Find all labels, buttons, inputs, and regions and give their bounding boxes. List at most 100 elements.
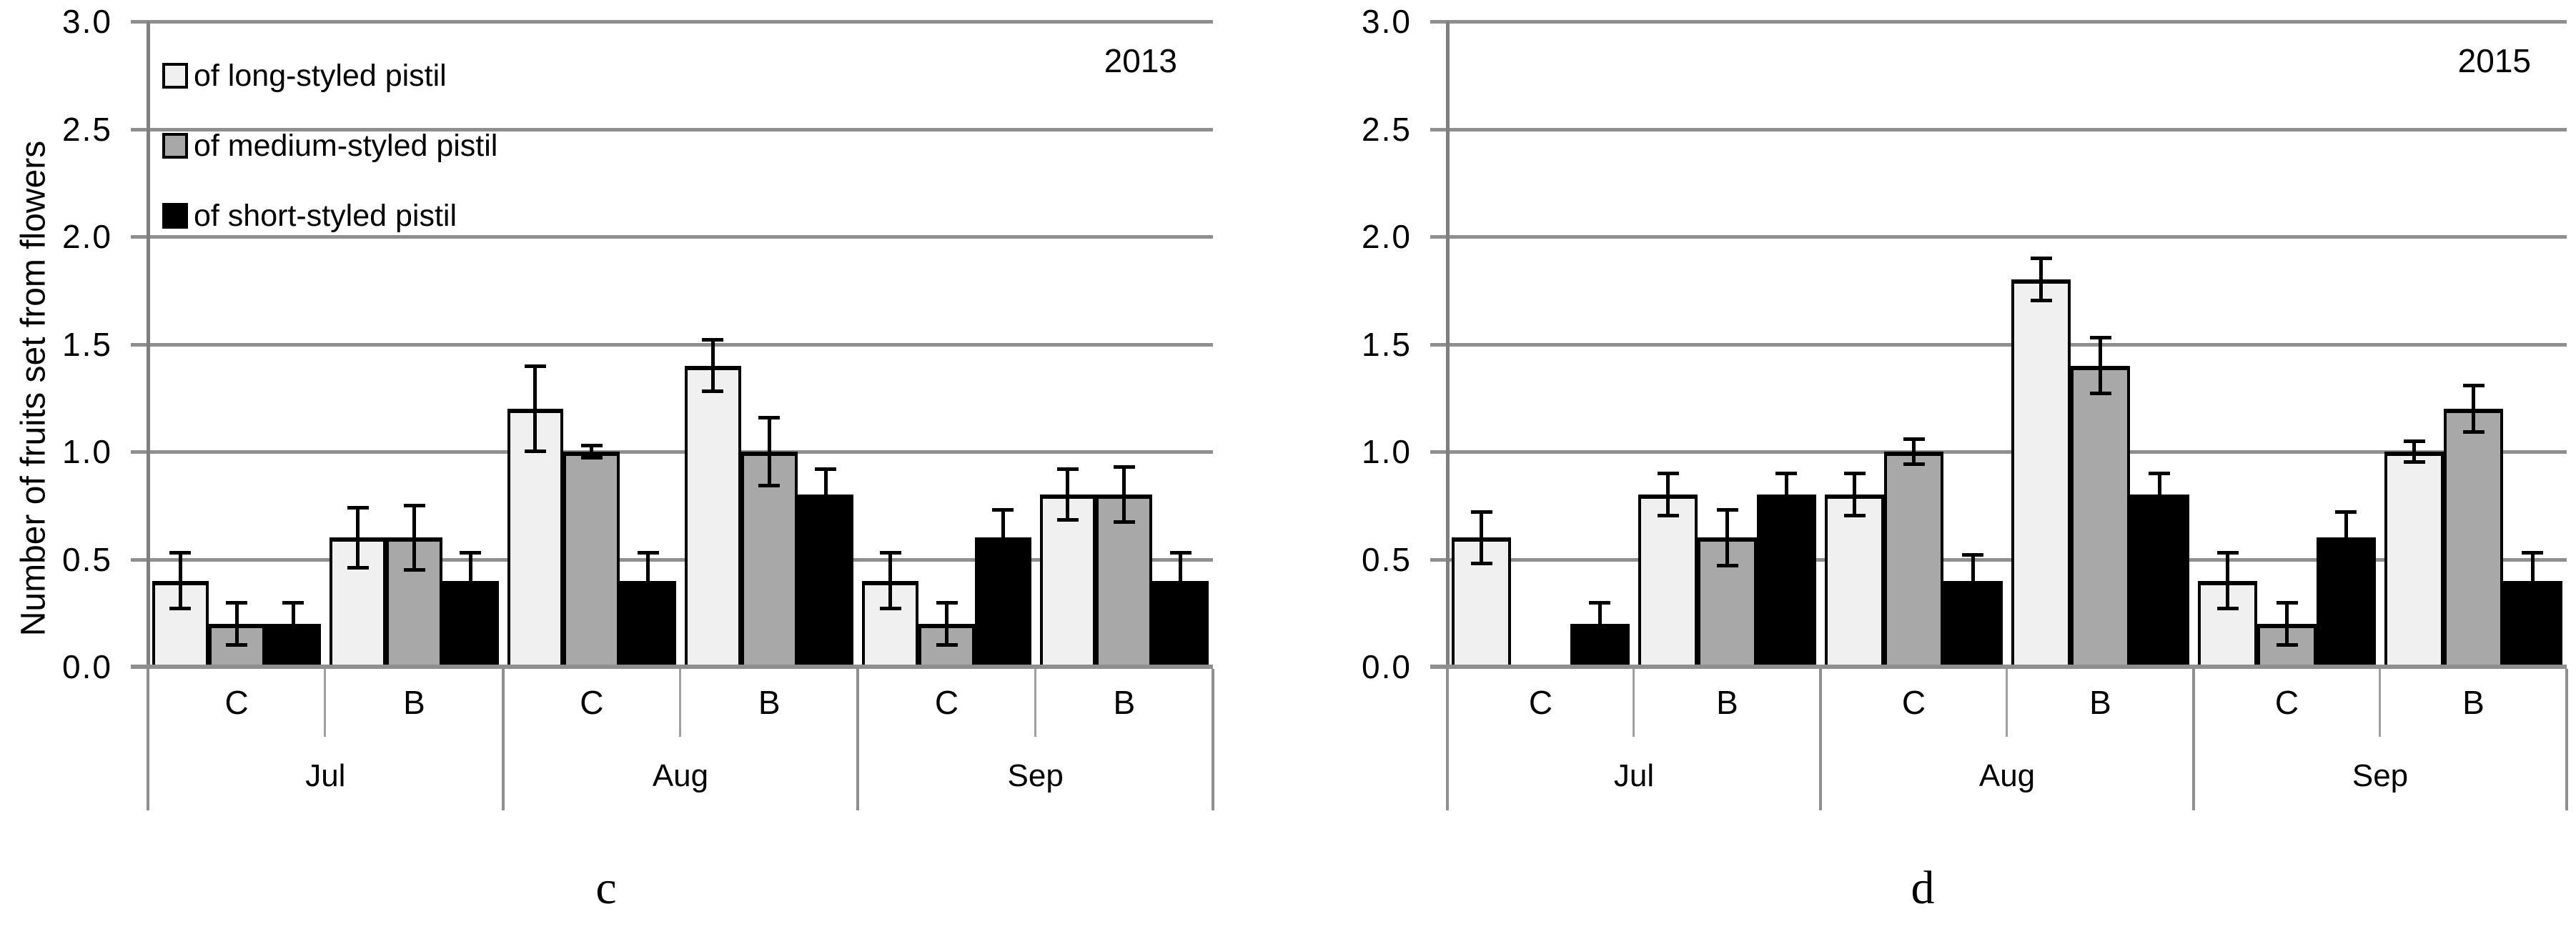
x-axis-line [131, 665, 1213, 669]
error-bar-Jul-C-s2 [1597, 602, 1602, 645]
bar-Aug-B-s0 [684, 365, 741, 667]
error-bar-Jul-C-s0 [1480, 512, 1484, 564]
treatment-label-Sep-C: C [2274, 684, 2299, 721]
error-cap-bottom [1657, 514, 1679, 518]
gridline-1.5 [1447, 342, 2567, 347]
treatment-label-Sep-B: B [1113, 684, 1136, 721]
y-tick-2.5 [131, 127, 148, 131]
error-cap-bottom [1169, 606, 1192, 610]
legend-label-1: of medium-styled pistil [194, 129, 498, 163]
error-bar-Aug-C-s0 [533, 365, 538, 452]
error-bar-Sep-B-s2 [1179, 552, 1183, 609]
error-cap-top [702, 338, 724, 342]
error-bar-Sep-B-s1 [1122, 467, 1126, 523]
bar-Aug-B-s1 [2071, 365, 2130, 667]
y-tick-label-2.5: 2.5 [1362, 110, 1412, 148]
y-tick-label-0.5: 0.5 [62, 540, 112, 578]
error-cap-bottom [282, 642, 304, 647]
error-cap-bottom [992, 563, 1014, 567]
error-cap-bottom [2462, 429, 2485, 434]
treatment-label-Jul-B: B [403, 684, 425, 721]
treatment-label-Sep-C: C [934, 684, 959, 721]
gridline-1.5 [148, 342, 1213, 347]
y-tick-2.5 [1430, 127, 1447, 131]
error-cap-top [169, 551, 192, 555]
error-cap-bottom [637, 606, 659, 610]
y-tick-label-1.0: 1.0 [62, 433, 112, 470]
error-cap-bottom [524, 449, 546, 453]
long-styled-swatch-icon [162, 63, 188, 89]
error-cap-top [1903, 437, 1925, 441]
legend-label-2: of short-styled pistil [194, 199, 457, 233]
error-bar-Sep-B-s2 [2530, 552, 2535, 609]
month-label-Aug: Aug [652, 758, 709, 793]
error-cap-bottom [2403, 460, 2425, 464]
error-cap-top [1470, 510, 1492, 515]
error-cap-top [1589, 600, 1611, 605]
error-bar-Jul-B-s2 [468, 552, 472, 609]
error-bar-Aug-B-s0 [710, 339, 715, 392]
error-cap-top [282, 600, 304, 605]
month-label-Sep: Sep [1007, 758, 1064, 793]
month-divider [2192, 669, 2195, 810]
error-bar-Aug-C-s1 [1912, 438, 1916, 465]
bar-Sep-B-s0 [2384, 452, 2444, 667]
error-cap-bottom [2335, 561, 2357, 565]
error-cap-top [1657, 472, 1679, 476]
error-bar-Aug-C-s1 [590, 444, 594, 459]
error-bar-Jul-B-s1 [412, 505, 416, 570]
error-bar-Sep-B-s0 [2412, 440, 2417, 463]
bar-Jul-B-s2 [1756, 495, 1816, 667]
gridline-2.5 [1447, 127, 2567, 131]
gridline-2.0 [1447, 235, 2567, 239]
error-cap-top [992, 508, 1014, 512]
year-label-2015: 2015 [2457, 42, 2531, 79]
error-bar-Sep-C-s0 [888, 552, 893, 609]
y-tick-label-1.5: 1.5 [1362, 325, 1412, 363]
error-cap-bottom [1056, 518, 1079, 522]
error-cap-bottom [1589, 642, 1611, 647]
error-cap-top [637, 551, 659, 555]
treatment-label-Aug-C: C [580, 684, 604, 721]
error-cap-bottom [347, 565, 369, 570]
error-cap-bottom [1962, 604, 1984, 608]
error-cap-bottom [1470, 561, 1492, 565]
y-axis-line [1446, 21, 1450, 667]
panel-letter-c: c [595, 862, 617, 914]
error-bar-Sep-C-s1 [2285, 602, 2289, 645]
y-tick-label-2.5: 2.5 [62, 110, 112, 148]
y-tick-2.0 [1430, 235, 1447, 239]
bar-Jul-B-s0 [1638, 495, 1698, 667]
month-divider [856, 669, 860, 810]
gridline-1.0 [1447, 450, 2567, 454]
error-bar-Jul-C-s2 [291, 602, 295, 645]
panel-letter-d: d [1911, 862, 1935, 914]
year-label-2013: 2013 [1104, 42, 1177, 79]
error-cap-top [1113, 465, 1135, 470]
bar-Sep-B-s1 [2444, 408, 2503, 667]
error-cap-bottom [226, 642, 248, 647]
error-cap-bottom [815, 518, 836, 522]
y-tick-1.0 [1430, 450, 1447, 454]
y-tick-1.5 [1430, 342, 1447, 347]
error-cap-top [2030, 257, 2052, 261]
gridline-3.0 [1447, 20, 2567, 24]
y-tick-2.0 [131, 235, 148, 239]
error-bar-Jul-C-s1 [234, 602, 239, 645]
y-axis-line [147, 21, 150, 667]
month-divider [1212, 669, 1214, 810]
error-cap-bottom [2216, 606, 2239, 610]
error-bar-Aug-C-s2 [1971, 555, 1975, 607]
gridline-1.0 [148, 450, 1213, 454]
cb-divider [2006, 669, 2008, 737]
error-cap-top [1169, 551, 1192, 555]
error-bar-Sep-C-s2 [1001, 510, 1005, 566]
error-bar-Sep-C-s1 [945, 602, 948, 645]
error-cap-top [580, 443, 603, 447]
y-tick-1.5 [131, 342, 148, 347]
month-divider [147, 669, 149, 810]
error-cap-top [1716, 508, 1738, 512]
